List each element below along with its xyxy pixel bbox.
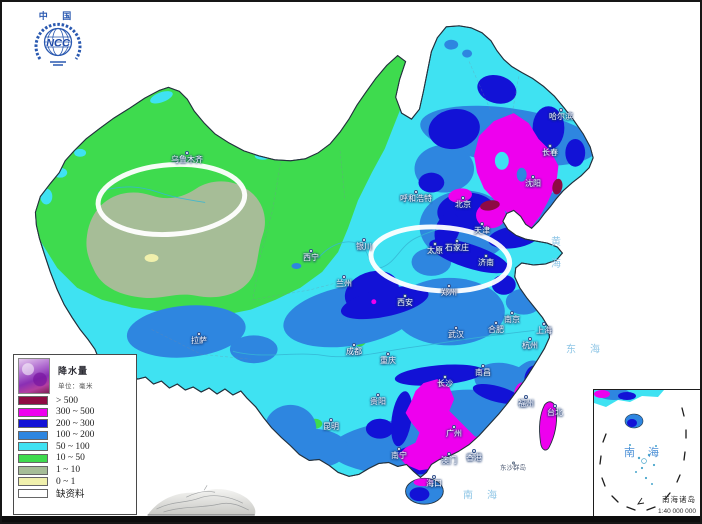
legend-title: 降水量 xyxy=(58,366,89,376)
legend-swatch xyxy=(18,430,48,440)
legend-item: 0 ~ 1 xyxy=(18,476,136,487)
inset-islands-title: 南海诸岛 xyxy=(662,495,696,504)
legend-item: 200 ~ 300 xyxy=(18,418,136,429)
inset-islands-dots xyxy=(629,444,657,485)
highlight-ellipse-north-china xyxy=(368,224,513,294)
legend-label: > 500 xyxy=(56,395,78,406)
legend-item: 100 ~ 200 xyxy=(18,430,136,441)
legend-label: 1 ~ 10 xyxy=(56,465,81,476)
legend-label: 100 ~ 200 xyxy=(56,430,95,441)
legend-label: 200 ~ 300 xyxy=(56,418,95,429)
legend-item: > 500 xyxy=(18,395,136,406)
legend-item: 10 ~ 50 xyxy=(18,453,136,464)
legend-header-swatch xyxy=(18,358,50,394)
legend-label: 10 ~ 50 xyxy=(56,453,85,464)
legend-swatch xyxy=(18,453,48,463)
south-china-sea-inset: 南海 南海诸岛 1:40 000 000 xyxy=(593,389,700,519)
legend-label: 缺资料 xyxy=(56,490,85,501)
hainan-island xyxy=(405,477,444,505)
zones-300-500 xyxy=(371,113,559,471)
inset-dash-line xyxy=(599,407,687,511)
ncc-logo: 中 国 NCC xyxy=(16,7,100,67)
bottom-border-bar xyxy=(2,516,700,522)
river-lines xyxy=(97,186,535,358)
legend-swatch xyxy=(18,465,48,475)
legend-rows: > 500 300 ~ 500 200 ~ 300 100 ~ 200 50 ~ 100… xyxy=(18,395,136,501)
logo-ncc-text: NCC xyxy=(46,38,71,50)
inset-arrow xyxy=(637,497,645,505)
legend-swatch xyxy=(18,488,48,498)
zone-1-10 xyxy=(86,181,265,299)
legend-swatch xyxy=(18,407,48,417)
legend-item: 300 ~ 500 xyxy=(18,407,136,418)
legend-panel: 降水量 单位：毫米 > 500 300 ~ 500 200 ~ 300 100 ~ 2… xyxy=(13,354,137,515)
legend-header: 降水量 单位：毫米 xyxy=(18,358,136,394)
legend-swatch xyxy=(18,419,48,429)
logo-wreath xyxy=(34,22,82,60)
logo-country-text: 中 国 xyxy=(39,10,78,21)
zone-0-1 xyxy=(144,254,159,262)
legend-label: 0 ~ 1 xyxy=(56,476,76,487)
legend-item: 缺资料 xyxy=(18,488,136,501)
inset-scale-text: 1:40 000 000 xyxy=(658,508,696,515)
legend-swatch xyxy=(18,442,48,452)
legend-label: 300 ~ 500 xyxy=(56,407,95,418)
legend-subtitle: 单位：毫米 xyxy=(58,383,93,390)
legend-swatch xyxy=(18,396,48,405)
legend-label: 50 ~ 100 xyxy=(56,441,90,452)
legend-item: 1 ~ 10 xyxy=(18,465,136,476)
legend-swatch xyxy=(18,477,48,487)
highlight-ellipse-xinjiang xyxy=(95,161,248,237)
legend-item: 50 ~ 100 xyxy=(18,441,136,452)
taiwan-island xyxy=(539,401,558,451)
mountain-artifact xyxy=(147,485,256,516)
inset-sea-label: 南海 xyxy=(624,447,672,459)
province-borders xyxy=(151,61,520,360)
logo-base xyxy=(50,61,66,66)
